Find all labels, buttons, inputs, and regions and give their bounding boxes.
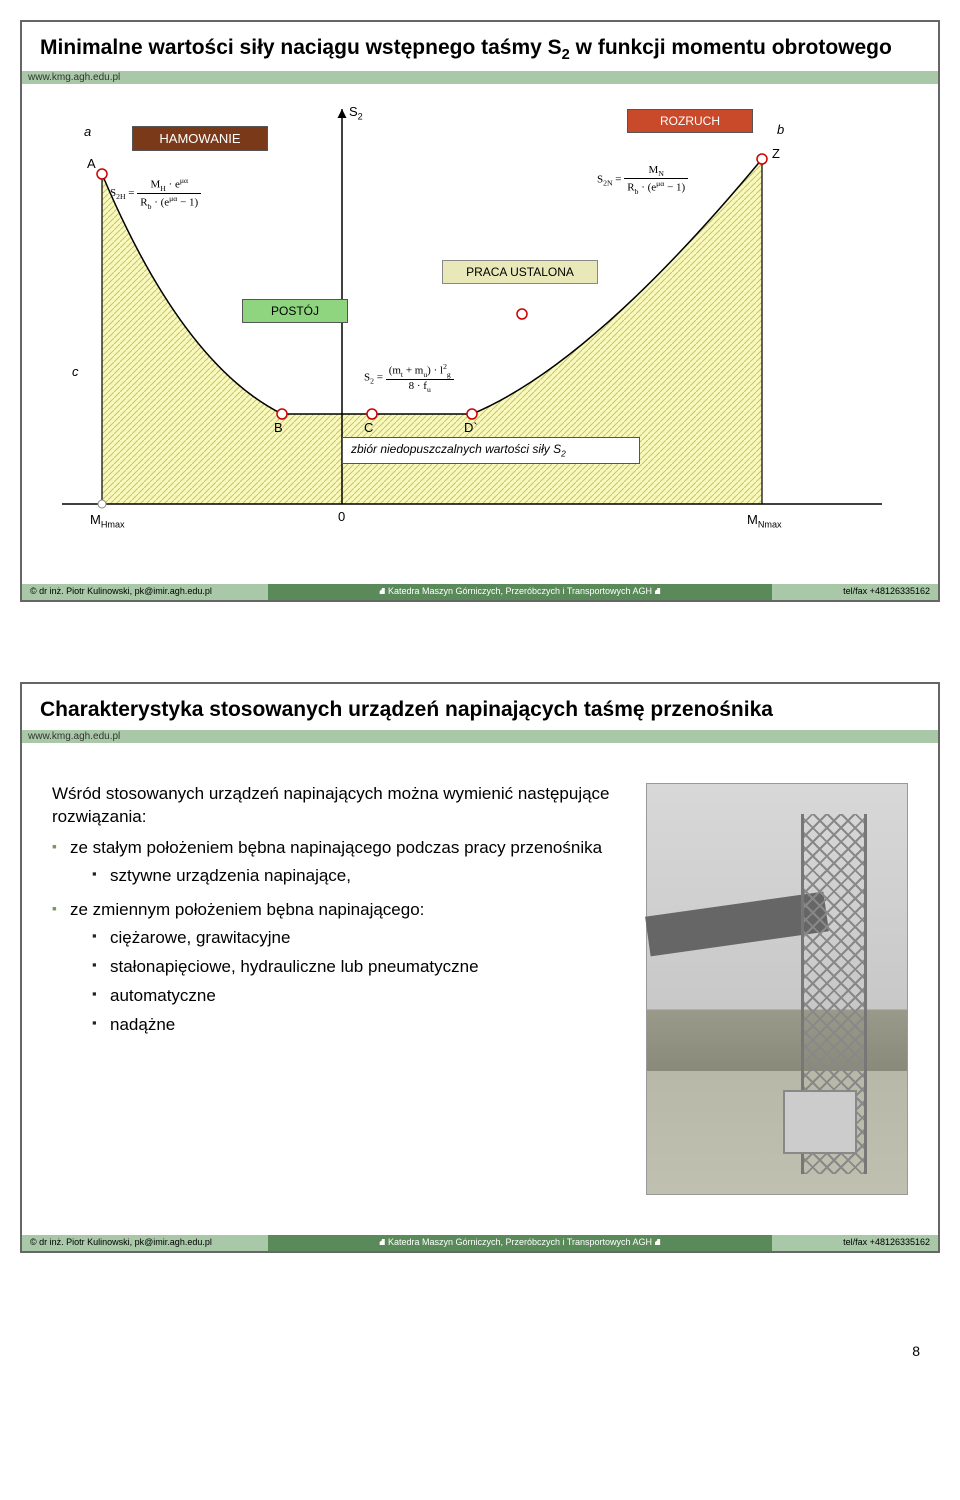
rozruch-label: ROZRUCH [627, 109, 753, 133]
footer-mid-2: ⛘ Katedra Maszyn Górniczych, Przeróbczyc… [268, 1235, 772, 1251]
praca-label: PRACA USTALONA [442, 260, 598, 284]
postoj-label: POSTÓJ [242, 299, 348, 323]
url-bar: www.kmg.agh.edu.pl [22, 71, 938, 84]
fm2-pre: ⛘ [379, 1237, 388, 1247]
fm-pre: ⛘ [379, 586, 388, 596]
slide2-title: Charakterystyka stosowanych urządzeń nap… [40, 696, 920, 723]
fl-den: R [140, 197, 147, 209]
slide2-header: Charakterystyka stosowanych urządzeń nap… [22, 684, 938, 729]
pt-a: a [84, 124, 91, 139]
text-column: Wśród stosowanych urządzeń napinających … [52, 783, 616, 1195]
formula-left: S2H = MH · eμα Rb · (eμα − 1) [110, 176, 240, 211]
diagram: HAMOWANIE ROZRUCH POSTÓJ PRACA USTALONA … [42, 104, 902, 564]
hamowanie-label: HAMOWANIE [132, 126, 268, 151]
footer-left: © dr inż. Piotr Kulinowski, pk@imir.agh.… [22, 584, 268, 600]
mnmax: MNmax [747, 512, 782, 530]
pt-D: D` [464, 420, 478, 435]
fl-den2: · (e [151, 197, 169, 209]
title-sub: 2 [562, 47, 570, 63]
pt-A: A [87, 156, 96, 171]
intro-text: Wśród stosowanych urządzeń napinających … [52, 783, 616, 829]
zbior-text: zbiór niedopuszczalnych wartości siły S [351, 442, 561, 456]
sub-2-4: nadążne [92, 1011, 616, 1040]
slide-1: Minimalne wartości siły naciągu wstępneg… [20, 20, 940, 602]
sub-list-2: ciężarowe, grawitacyjne stałonapięciowe,… [70, 924, 616, 1040]
slide1-body: HAMOWANIE ROZRUCH POSTÓJ PRACA USTALONA … [22, 84, 938, 584]
fr-num-sub: N [658, 169, 664, 178]
fm-txt: Katedra Maszyn Górniczych, Przeróbczych … [388, 586, 652, 596]
fl-num2: · e [166, 179, 180, 191]
title-part2: w funkcji momentu obrotowego [570, 36, 892, 59]
chart-svg [42, 104, 902, 564]
fl-lhs-sub: 2H [116, 192, 125, 201]
tensioner-photo [646, 783, 908, 1195]
mnmax-m: M [747, 512, 758, 527]
fm-lhs-sub: 2 [370, 377, 374, 386]
y-axis-label: S2 [349, 104, 363, 122]
sub-1-1: sztywne urządzenia napinające, [92, 862, 616, 891]
footer-bar-2: © dr inż. Piotr Kulinowski, pk@imir.agh.… [22, 1235, 938, 1251]
fm-num-s3: g [447, 370, 451, 379]
mnmax-sub: Nmax [758, 520, 782, 530]
axis-zero: 0 [338, 509, 345, 524]
page-number: 8 [20, 1333, 940, 1359]
fr-den: R [627, 182, 634, 194]
slide1-title: Minimalne wartości siły naciągu wstępneg… [40, 34, 920, 65]
footer-right: tel/fax +48126335162 [772, 584, 938, 600]
mhmax-m: M [90, 512, 101, 527]
fl-den3: − 1) [177, 197, 198, 209]
fr-lhs-sub: 2N [603, 179, 612, 188]
sub-2-1: ciężarowe, grawitacyjne [92, 924, 616, 953]
fr-num: M [649, 164, 659, 176]
formula-right: S2N = MN Rb · (eμα − 1) [597, 164, 737, 196]
footer-left-2: © dr inż. Piotr Kulinowski, pk@imir.agh.… [22, 1235, 268, 1251]
zbior-label: zbiór niedopuszczalnych wartości siły S2 [342, 437, 640, 463]
title-part1: Minimalne wartości siły naciągu wstępneg… [40, 36, 562, 59]
footer-right-2: tel/fax +48126335162 [772, 1235, 938, 1251]
pt-C: C [364, 420, 373, 435]
content-row: Wśród stosowanych urządzeń napinających … [42, 763, 918, 1215]
footer-mid: ⛘ Katedra Maszyn Górniczych, Przeróbczyc… [268, 584, 772, 600]
bullet-list: ze stałym położeniem bębna napinającego … [52, 834, 616, 1045]
mhmax: MHmax [90, 512, 125, 530]
fm2-txt: Katedra Maszyn Górniczych, Przeróbczych … [388, 1237, 652, 1247]
bullet-1: ze stałym położeniem bębna napinającego … [52, 834, 616, 896]
fm-num: (m [389, 365, 401, 377]
pt-b: b [777, 122, 784, 137]
pt-B: B [274, 420, 283, 435]
url-bar-2: www.kmg.agh.edu.pl [22, 730, 938, 743]
photo-weight [783, 1090, 857, 1154]
slide-2: Charakterystyka stosowanych urządzeń nap… [20, 682, 940, 1252]
fm-num2: + m [403, 365, 423, 377]
fl-num: M [150, 179, 160, 191]
zbior-sub: 2 [561, 449, 566, 459]
b1-text: ze stałym położeniem bębna napinającego … [70, 838, 602, 857]
sub-2-3: automatyczne [92, 982, 616, 1011]
formula-mid: S2 = (mt + mu) · l2g 8 · fu [364, 362, 514, 394]
sub-2-2: stałonapięciowe, hydrauliczne lub pneuma… [92, 953, 616, 982]
fm-den: 8 · f [409, 380, 427, 392]
slide1-header: Minimalne wartości siły naciągu wstępneg… [22, 22, 938, 71]
fr-den2: · (e [638, 182, 656, 194]
fm-post: ⛘ [652, 586, 661, 596]
s2-sub: 2 [358, 112, 363, 122]
s2: S [349, 104, 358, 119]
footer-bar-1: © dr inż. Piotr Kulinowski, pk@imir.agh.… [22, 584, 938, 600]
fr-den3: − 1) [664, 182, 685, 194]
fm-num3: ) · l [427, 365, 443, 377]
b2-text: ze zmiennym położeniem bębna napinająceg… [70, 900, 424, 919]
bullet-2: ze zmiennym położeniem bębna napinająceg… [52, 896, 616, 1045]
fm2-post: ⛘ [652, 1237, 661, 1247]
fl-num-sup: μα [180, 176, 188, 185]
slide2-body: Wśród stosowanych urządzeń napinających … [22, 743, 938, 1235]
fm-den-sub: u [427, 385, 431, 394]
pt-c: c [72, 364, 79, 379]
mhmax-sub: Hmax [101, 520, 125, 530]
sub-list-1: sztywne urządzenia napinające, [70, 862, 616, 891]
pt-Z: Z [772, 146, 780, 161]
